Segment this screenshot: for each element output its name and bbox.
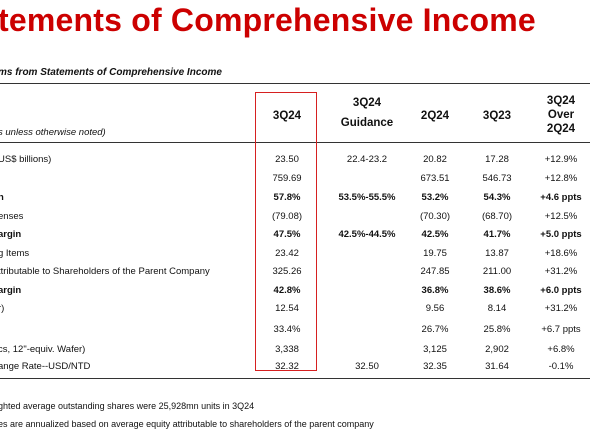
cell-change: +12.9%: [544, 154, 578, 165]
cell-guidance: 42.5%-44.5%: [338, 229, 396, 240]
cell-2q24: 53.2%: [421, 192, 449, 203]
table-row: argin 42.8% 36.8% 38.6% +6.0 ppts: [0, 282, 590, 300]
cell-3q24: 57.8%: [273, 192, 301, 203]
unit-note: s unless otherwise noted): [0, 127, 106, 138]
footnote-shares: ghted average outstanding shares were 25…: [0, 401, 255, 411]
cell-guidance: 53.5%-55.5%: [338, 192, 396, 203]
table-row: US$ billions) 23.50 22.4-23.2 20.82 17.2…: [0, 151, 590, 169]
cell-2q24: 9.56: [425, 303, 445, 314]
row-label: argin: [0, 229, 22, 240]
table-bottom-rule: [0, 378, 590, 379]
cell-2q24: 20.82: [423, 154, 447, 165]
cell-change: +12.8%: [544, 173, 578, 184]
table-row: 759.69 673.51 546.73 +12.8%: [0, 170, 590, 188]
cell-change: -0.1%: [548, 361, 574, 372]
cell-2q24: 32.35: [423, 361, 447, 372]
header-bottom-rule: [0, 142, 590, 143]
cell-3q24: 32.32: [275, 361, 299, 372]
table-row: enses (79.08) (70.30) (68.70) +12.5%: [0, 208, 590, 226]
table-row: ttributable to Shareholders of the Paren…: [0, 263, 590, 281]
table-row: 33.4% 26.7% 25.8% +6.7 ppts: [0, 321, 590, 339]
row-label: r): [0, 303, 5, 314]
row-label: argin: [0, 285, 22, 296]
row-label: cs, 12"-equiv. Wafer): [0, 344, 86, 355]
row-label: ange Rate--USD/NTD: [0, 361, 91, 372]
cell-3q24: 47.5%: [273, 229, 301, 240]
cell-3q23: 17.28: [485, 154, 509, 165]
cell-2q24: 26.7%: [421, 324, 449, 335]
col-header-3q23: 3Q23: [482, 110, 512, 122]
footnote-roe: es are annualized based on average equit…: [0, 419, 374, 429]
cell-change: +18.6%: [544, 248, 578, 259]
table-subtitle: ms from Statements of Comprehensive Inco…: [0, 67, 222, 78]
col-header-guidance-line2: Guidance: [340, 117, 394, 129]
col-header-2q24: 2Q24: [420, 110, 450, 122]
cell-change: +6.0 ppts: [540, 285, 582, 296]
cell-3q24: 3,338: [275, 344, 299, 355]
cell-3q24: 42.8%: [273, 285, 301, 296]
cell-3q23: 8.14: [487, 303, 507, 314]
col-header-change: 3Q24 Over 2Q24: [526, 94, 590, 136]
cell-2q24: 247.85: [420, 266, 450, 277]
highlight-3q24-box: [255, 92, 317, 371]
cell-change: +31.2%: [544, 303, 578, 314]
row-label: ttributable to Shareholders of the Paren…: [0, 266, 210, 277]
header-top-rule: [0, 83, 590, 84]
cell-change: +6.8%: [547, 344, 575, 355]
cell-3q23: (68.70): [481, 211, 513, 222]
cell-3q24: (79.08): [271, 211, 303, 222]
cell-3q23: 2,902: [485, 344, 509, 355]
cell-3q24: 325.26: [272, 266, 302, 277]
col-header-guidance-line1: 3Q24: [352, 97, 382, 109]
row-label: n: [0, 192, 4, 203]
cell-3q24: 23.42: [275, 248, 299, 259]
col-header-3q24: 3Q24: [272, 110, 302, 122]
cell-2q24: 19.75: [423, 248, 447, 259]
cell-3q24: 12.54: [275, 303, 299, 314]
cell-3q23: 38.6%: [483, 285, 511, 296]
col-header-change-line2: Over: [547, 109, 575, 121]
row-label: US$ billions): [0, 154, 52, 165]
cell-change: +31.2%: [544, 266, 578, 277]
row-label: enses: [0, 211, 24, 222]
cell-3q24: 33.4%: [273, 324, 301, 335]
table-row: argin 47.5% 42.5%-44.5% 42.5% 41.7% +5.0…: [0, 226, 590, 244]
cell-2q24: (70.30): [419, 211, 451, 222]
cell-3q24: 759.69: [272, 173, 302, 184]
cell-3q23: 41.7%: [483, 229, 511, 240]
cell-2q24: 36.8%: [421, 285, 449, 296]
cell-3q24: 23.50: [275, 154, 299, 165]
cell-change: +5.0 ppts: [540, 229, 582, 240]
col-header-change-line1: 3Q24: [546, 95, 576, 107]
page-title: tements of Comprehensive Income: [0, 2, 536, 38]
table-row: g Items 23.42 19.75 13.87 +18.6%: [0, 245, 590, 263]
col-header-change-line3: 2Q24: [546, 123, 576, 135]
cell-3q23: 31.64: [485, 361, 509, 372]
cell-3q23: 54.3%: [483, 192, 511, 203]
cell-3q23: 25.8%: [483, 324, 511, 335]
cell-change: +4.6 ppts: [540, 192, 582, 203]
cell-2q24: 3,125: [423, 344, 447, 355]
table-row: cs, 12"-equiv. Wafer) 3,338 3,125 2,902 …: [0, 341, 590, 359]
cell-3q23: 211.00: [482, 266, 512, 277]
cell-3q23: 546.73: [482, 173, 512, 184]
cell-2q24: 673.51: [420, 173, 450, 184]
cell-guidance: 22.4-23.2: [346, 154, 388, 165]
table-row: n 57.8% 53.5%-55.5% 53.2% 54.3% +4.6 ppt…: [0, 189, 590, 207]
row-label: g Items: [0, 248, 30, 259]
cell-2q24: 42.5%: [421, 229, 449, 240]
cell-guidance: 32.50: [355, 361, 379, 372]
table-panel: [0, 54, 590, 442]
cell-change: +6.7 ppts: [541, 324, 581, 335]
col-header-guidance: 3Q24 Guidance: [322, 96, 412, 131]
table-row: r) 12.54 9.56 8.14 +31.2%: [0, 300, 590, 318]
cell-3q23: 13.87: [485, 248, 509, 259]
cell-change: +12.5%: [544, 211, 578, 222]
table-row: ange Rate--USD/NTD 32.32 32.50 32.35 31.…: [0, 358, 590, 376]
